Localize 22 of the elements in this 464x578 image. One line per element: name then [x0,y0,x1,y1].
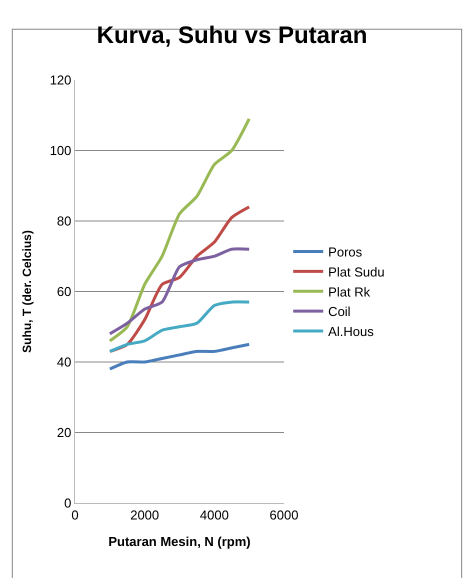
chart-title: Kurva, Suhu vs Putaran [96,22,368,49]
y-tick-label: 80 [56,214,72,229]
legend-label: Al.Hous [328,324,374,340]
y-tick-label: 100 [50,143,72,158]
legend-label: Coil [328,304,351,320]
y-tick-label: 60 [56,284,72,300]
line-series [108,300,251,353]
y-axis-title: Suhu, T (der. Celcius) [20,230,34,353]
line-series [108,117,251,342]
x-tick-label: 4000 [200,508,229,523]
x-axis-title: Putaran Mesin, N (rpm) [108,534,251,550]
line-series [108,342,251,371]
y-tick-label: 40 [56,354,72,370]
legend-label: Plat Sudu [328,264,385,280]
legend-label: Poros [328,244,363,260]
line-series [108,247,251,336]
y-tick-label: 20 [56,425,72,440]
y-tick-label: 0 [64,496,72,511]
legend-label: Plat Rk [328,284,371,300]
x-tick-label: 6000 [270,508,298,523]
y-tick-label: 120 [50,72,72,88]
x-tick-label: 2000 [130,508,160,523]
